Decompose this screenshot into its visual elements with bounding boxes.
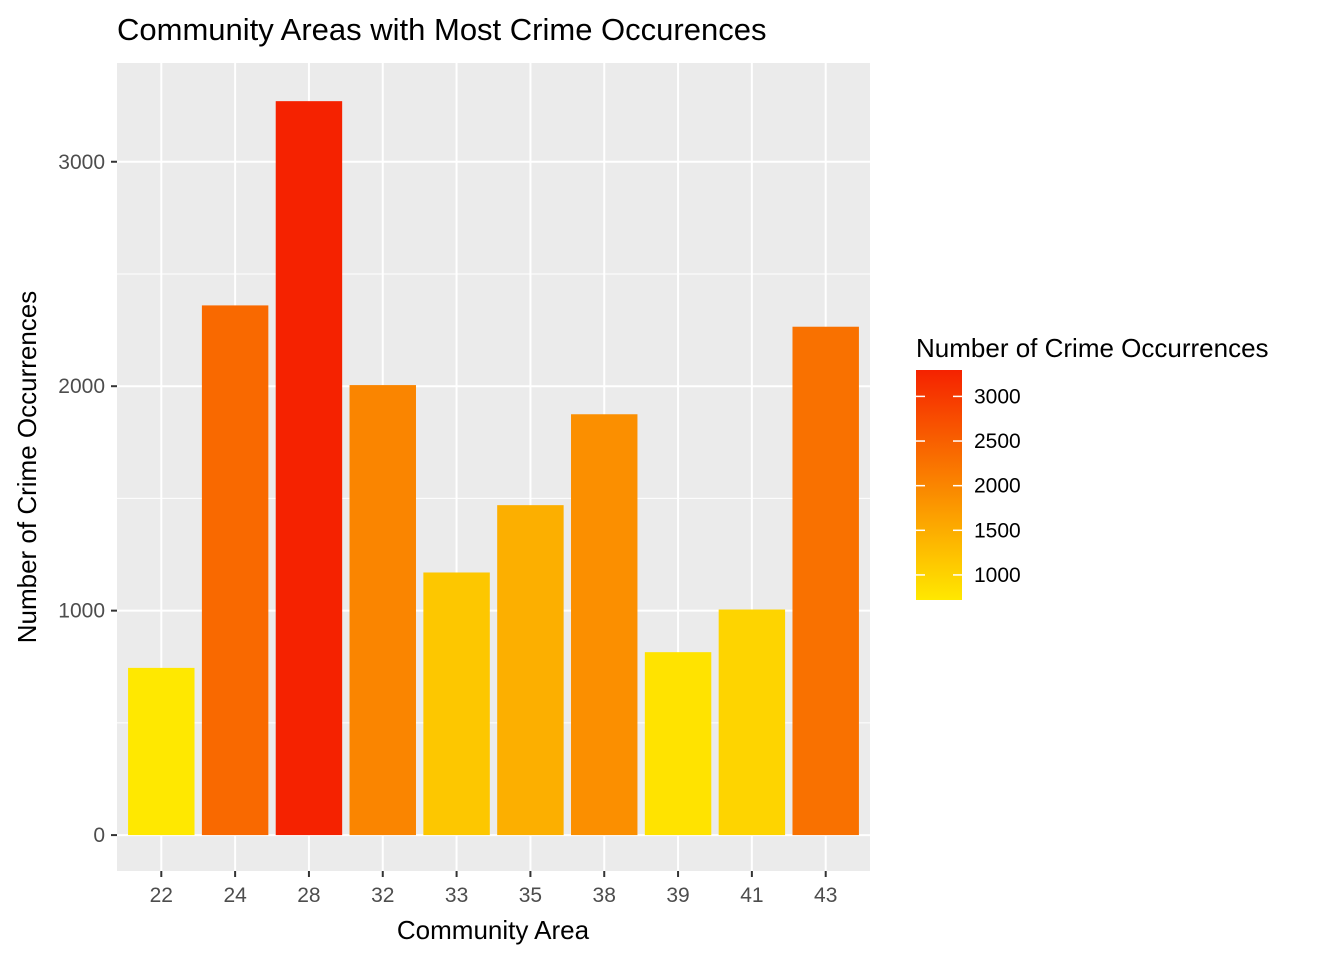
x-tick-label-22: 22 xyxy=(150,884,173,907)
x-axis-title: Community Area xyxy=(397,915,590,945)
legend-tick-label: 2500 xyxy=(974,430,1021,453)
legend-tick-label: 1000 xyxy=(974,564,1021,587)
x-axis: 22 24 28 32 33 35 38 39 41 43 xyxy=(150,871,837,907)
y-tick-label: 2000 xyxy=(58,375,105,398)
chart-title: Community Areas with Most Crime Occurenc… xyxy=(117,12,766,47)
bar-32 xyxy=(349,385,416,836)
y-tick-label: 3000 xyxy=(58,151,105,174)
legend-tick-label: 3000 xyxy=(974,385,1021,408)
x-tick-label-41: 41 xyxy=(740,884,763,907)
bar-24 xyxy=(201,305,269,836)
x-tick-label-32: 32 xyxy=(371,884,394,907)
x-tick-label-35: 35 xyxy=(519,884,542,907)
bar-35 xyxy=(497,505,564,836)
y-tick-label: 0 xyxy=(93,824,105,847)
bar-43 xyxy=(792,326,859,836)
bar-28 xyxy=(275,101,343,836)
y-tick-label: 1000 xyxy=(58,600,105,623)
x-tick-label-38: 38 xyxy=(593,884,616,907)
x-tick-label-24: 24 xyxy=(223,884,247,907)
y-axis: 0 1000 2000 3000 xyxy=(58,151,117,847)
y-axis-title: Number of Crime Occurrences xyxy=(12,291,42,644)
bar-39 xyxy=(644,652,712,836)
legend-ticks: 1000 1500 2000 2500 3000 xyxy=(916,385,1021,587)
legend-title: Number of Crime Occurrences xyxy=(916,333,1269,363)
x-tick-label-39: 39 xyxy=(666,884,689,907)
x-tick-label-33: 33 xyxy=(445,884,468,907)
legend-tick-label: 2000 xyxy=(974,475,1021,498)
bar-33 xyxy=(423,572,490,836)
x-tick-label-28: 28 xyxy=(297,884,320,907)
bars xyxy=(128,101,859,836)
x-tick-label-43: 43 xyxy=(814,884,837,907)
legend-tick-label: 1500 xyxy=(974,519,1021,542)
legend: Number of Crime Occurrences 1000 1500 2000… xyxy=(916,333,1269,600)
bar-41 xyxy=(718,609,786,836)
bar-38 xyxy=(571,414,638,836)
bar-22 xyxy=(128,667,195,836)
